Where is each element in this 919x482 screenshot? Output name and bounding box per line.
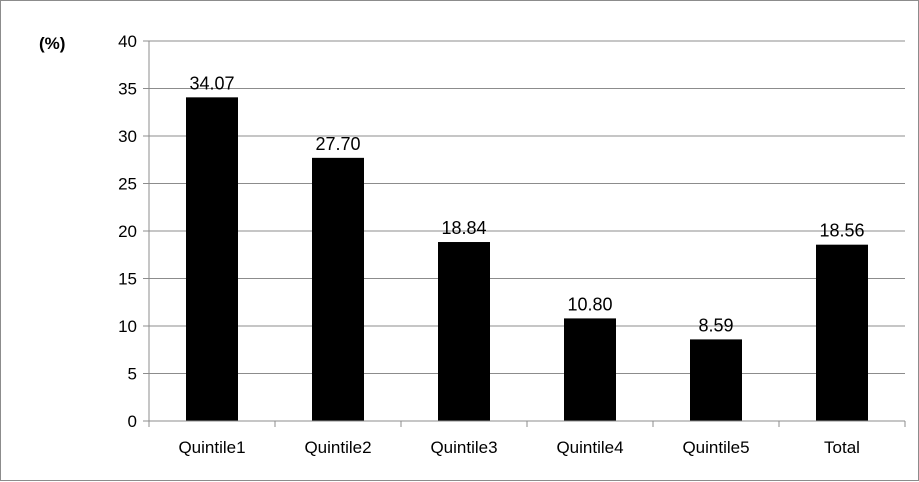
x-tick-label-quintile4: Quintile4 xyxy=(556,438,623,457)
bar-quintile5 xyxy=(690,339,742,421)
bar-quintile3 xyxy=(438,242,490,421)
y-tick-label-15: 15 xyxy=(118,270,137,289)
data-label-quintile4: 10.80 xyxy=(567,294,612,314)
y-tick-label-30: 30 xyxy=(118,127,137,146)
bar-quintile1 xyxy=(186,97,238,422)
axes xyxy=(143,40,906,427)
x-tick-label-quintile2: Quintile2 xyxy=(304,438,371,457)
y-tick-label-5: 5 xyxy=(128,365,137,384)
y-tick-label-10: 10 xyxy=(118,317,137,336)
y-tick-label-40: 40 xyxy=(118,32,137,51)
bar-quintile2 xyxy=(312,157,364,421)
x-tick-label-quintile1: Quintile1 xyxy=(178,438,245,457)
data-label-quintile3: 18.84 xyxy=(441,218,486,238)
labels: (%) 0 5 10 15 20 25 30 35 40 34.07 Quintile1 27.70 Q… xyxy=(39,32,865,457)
y-tick-label-25: 25 xyxy=(118,175,137,194)
data-label-quintile5: 8.59 xyxy=(698,315,733,335)
y-tick-label-20: 20 xyxy=(118,222,137,241)
bar-total xyxy=(816,244,868,421)
y-tick-label-0: 0 xyxy=(128,412,137,431)
bars xyxy=(186,97,868,422)
data-label-quintile1: 34.07 xyxy=(189,73,234,93)
x-tick-label-quintile5: Quintile5 xyxy=(682,438,749,457)
x-tick-label-quintile3: Quintile3 xyxy=(430,438,497,457)
y-tick-label-35: 35 xyxy=(118,80,137,99)
data-label-quintile2: 27.70 xyxy=(315,134,360,154)
data-label-total: 18.56 xyxy=(819,221,864,241)
gridlines xyxy=(149,40,905,374)
bar-quintile4 xyxy=(564,318,616,421)
x-tick-label-total: Total xyxy=(824,438,860,457)
y-unit-label: (%) xyxy=(39,34,65,53)
